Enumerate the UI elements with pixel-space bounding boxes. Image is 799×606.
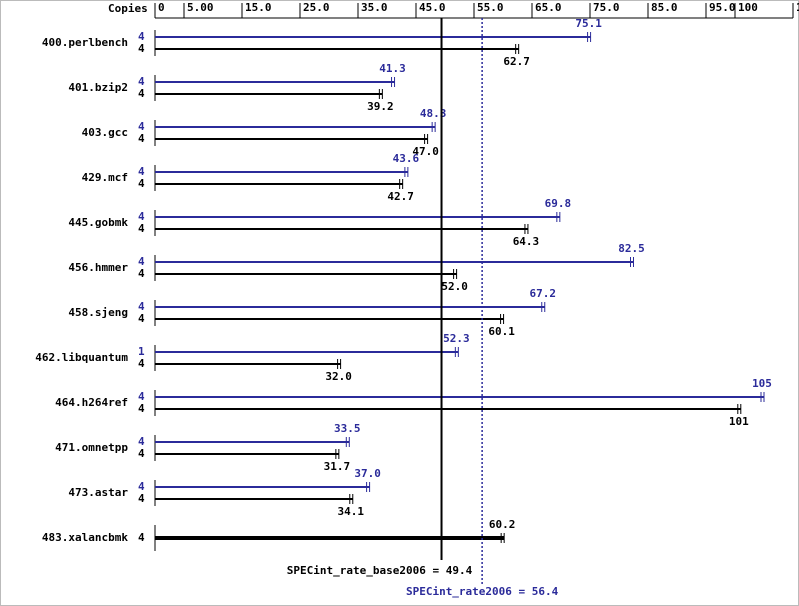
copies-label: 4 [138, 267, 145, 280]
value-label: 47.0 [412, 145, 439, 158]
x-tick-label: 25.0 [303, 1, 330, 14]
x-tick-label: 0 [158, 1, 165, 14]
copies-label: 4 [138, 390, 145, 403]
value-label: 64.3 [513, 235, 540, 248]
value-label: 105 [752, 377, 772, 390]
x-tick-label: 95.0 [709, 1, 736, 14]
benchmark-label: 473.astar [68, 486, 128, 499]
copies-label: 4 [138, 492, 145, 505]
value-label: 52.3 [443, 332, 470, 345]
copies-label: 4 [138, 222, 145, 235]
x-tick-label: 85.0 [651, 1, 678, 14]
reference-label: SPECint_rate2006 = 56.4 [406, 585, 559, 598]
benchmark-label: 458.sjeng [68, 306, 128, 319]
benchmark-label: 403.gcc [82, 126, 128, 139]
benchmark-label: 400.perlbench [42, 36, 128, 49]
x-tick-label: 75.0 [593, 1, 620, 14]
copies-label: 4 [138, 531, 145, 544]
copies-label: 4 [138, 87, 145, 100]
benchmark-label: 401.bzip2 [68, 81, 128, 94]
value-label: 60.2 [489, 518, 516, 531]
value-label: 62.7 [503, 55, 530, 68]
x-tick-label: 15.0 [245, 1, 272, 14]
value-label: 67.2 [530, 287, 557, 300]
copies-label: 4 [138, 402, 145, 415]
benchmark-label: 464.h264ref [55, 396, 128, 409]
benchmark-label: 429.mcf [82, 171, 128, 184]
x-tick-label: 65.0 [535, 1, 562, 14]
copies-label: 4 [138, 177, 145, 190]
value-label: 101 [729, 415, 749, 428]
benchmark-label: 456.hmmer [68, 261, 128, 274]
value-label: 82.5 [618, 242, 645, 255]
copies-label: 4 [138, 312, 145, 325]
copies-label: 4 [138, 132, 145, 145]
value-label: 32.0 [325, 370, 352, 383]
x-tick-label: 35.0 [361, 1, 388, 14]
benchmark-label: 445.gobmk [68, 216, 128, 229]
value-label: 37.0 [354, 467, 381, 480]
value-label: 60.1 [488, 325, 515, 338]
copies-label: 1 [138, 345, 145, 358]
copies-label: 4 [138, 357, 145, 370]
copies-label: 4 [138, 480, 145, 493]
value-label: 48.3 [420, 107, 447, 120]
copies-label: 4 [138, 75, 145, 88]
value-label: 41.3 [379, 62, 406, 75]
copies-label: 4 [138, 447, 145, 460]
value-label: 69.8 [545, 197, 572, 210]
copies-label: 4 [138, 255, 145, 268]
value-label: 43.6 [393, 152, 420, 165]
reference-label: SPECint_rate_base2006 = 49.4 [287, 564, 473, 577]
copies-label: 4 [138, 30, 145, 43]
x-tick-label: 45.0 [419, 1, 446, 14]
copies-label: 4 [138, 120, 145, 133]
value-label: 31.7 [324, 460, 351, 473]
value-label: 39.2 [367, 100, 394, 113]
value-label: 42.7 [387, 190, 414, 203]
benchmark-label: 483.xalancbmk [42, 531, 128, 544]
value-label: 34.1 [338, 505, 365, 518]
benchmark-label: 462.libquantum [35, 351, 128, 364]
x-tick-label: 100 [738, 1, 758, 14]
copies-label: 4 [138, 165, 145, 178]
copies-title: Copies [108, 2, 148, 15]
x-tick-label: 5.00 [187, 1, 214, 14]
value-label: 52.0 [441, 280, 468, 293]
value-label: 33.5 [334, 422, 361, 435]
copies-label: 4 [138, 42, 145, 55]
x-tick-label: 55.0 [477, 1, 504, 14]
copies-label: 4 [138, 210, 145, 223]
benchmark-label: 471.omnetpp [55, 441, 128, 454]
copies-label: 4 [138, 300, 145, 313]
value-label: 75.1 [575, 17, 602, 30]
copies-label: 4 [138, 435, 145, 448]
x-tick-label: 110 [796, 1, 799, 14]
